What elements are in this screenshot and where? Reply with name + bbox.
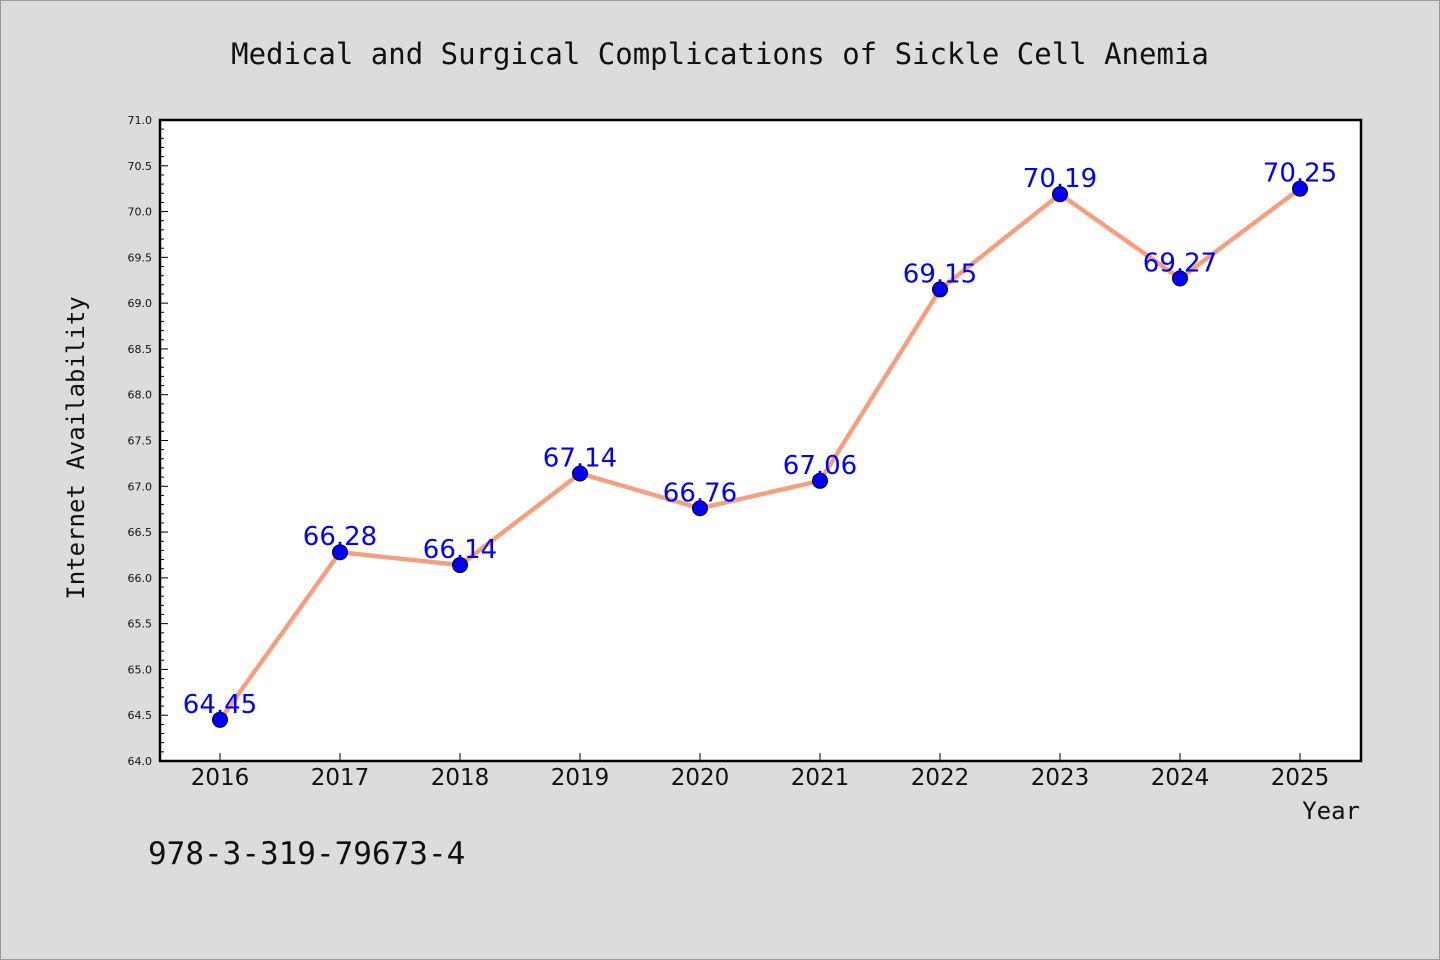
- y-tick-label: 70.5: [128, 160, 153, 173]
- x-tick-label: 2016: [191, 765, 250, 791]
- y-axis: 64.0 64.5 65.0 65.5 66.0 66.5 67.0 67.5 68.0 68.5…: [128, 114, 168, 768]
- y-tick-label: 69.0: [128, 297, 153, 310]
- x-axis: 2016 2017 2018 2019 2020 2021 2022 2023 2024 2025: [191, 753, 1330, 791]
- data-label: 69.27: [1143, 248, 1217, 278]
- y-tick-label: 67.5: [128, 435, 153, 448]
- y-tick-label: 68.5: [128, 343, 153, 356]
- y-tick-label: 69.5: [128, 251, 153, 264]
- y-tick-label: 66.0: [128, 572, 153, 585]
- y-tick-label: 66.5: [128, 526, 153, 539]
- data-point: [1292, 180, 1308, 197]
- y-tick-label: 65.0: [128, 663, 153, 676]
- x-tick-label: 2023: [1031, 765, 1090, 791]
- x-tick-label: 2019: [551, 765, 610, 791]
- y-tick-label: 64.0: [128, 755, 153, 768]
- data-point: [932, 281, 948, 298]
- data-label: 70.25: [1263, 159, 1337, 189]
- series-line: [218, 186, 1302, 722]
- x-tick-label: 2017: [311, 765, 370, 791]
- data-label: 67.14: [543, 443, 617, 473]
- data-point: [1172, 270, 1188, 287]
- x-tick-label: 2018: [431, 765, 490, 791]
- y-tick-label: 65.5: [128, 618, 153, 631]
- data-point: [812, 472, 828, 489]
- x-tick-label: 2020: [671, 765, 730, 791]
- data-label: 64.45: [183, 690, 257, 720]
- x-tick-label: 2021: [791, 765, 850, 791]
- y-axis-label: Internet Availability: [62, 296, 90, 599]
- data-label: 66.14: [423, 535, 497, 565]
- plot-area: [158, 118, 1363, 763]
- data-label: 66.76: [663, 478, 737, 508]
- data-label: 70.19: [1023, 164, 1097, 194]
- data-label: 66.28: [303, 522, 377, 552]
- data-point: [572, 465, 588, 482]
- x-tick-label: 2022: [911, 765, 970, 791]
- series-group: 64.45 66.28 66.14 67.14 66.76 67.06 69.15 70.19…: [183, 159, 1337, 728]
- y-tick-label: 67.0: [128, 480, 153, 493]
- data-point: [692, 500, 708, 517]
- x-axis-label: Year: [1302, 797, 1360, 825]
- footer-isbn: 978-3-319-79673-4: [148, 836, 465, 872]
- data-point: [212, 711, 228, 728]
- data-point: [332, 544, 348, 561]
- data-label: 69.15: [903, 259, 977, 289]
- data-point: [1052, 186, 1068, 203]
- data-label: 67.06: [783, 451, 857, 481]
- y-tick-label: 68.0: [128, 389, 153, 402]
- y-tick-label: 64.5: [128, 709, 153, 722]
- data-point: [452, 557, 468, 574]
- x-tick-label: 2025: [1271, 765, 1330, 791]
- y-tick-label: 71.0: [128, 114, 153, 127]
- y-tick-label: 70.0: [128, 206, 153, 219]
- chart-title: Medical and Surgical Complications of Si…: [231, 37, 1209, 71]
- x-tick-label: 2024: [1151, 765, 1210, 791]
